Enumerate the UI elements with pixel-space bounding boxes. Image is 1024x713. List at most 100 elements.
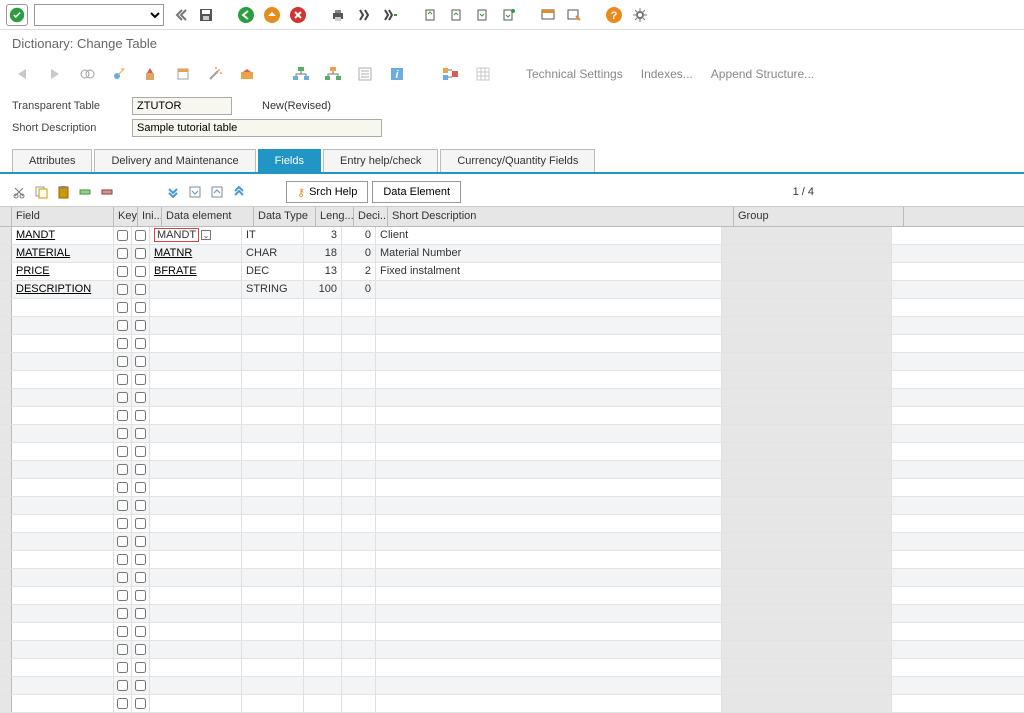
hierarchy2-icon[interactable] (322, 63, 344, 85)
initial-checkbox[interactable] (135, 410, 146, 421)
initial-checkbox[interactable] (135, 500, 146, 511)
table-row[interactable]: PRICEBFRATEDEC132Fixed instalment (0, 263, 1024, 281)
key-checkbox[interactable] (117, 500, 128, 511)
table-row[interactable] (0, 353, 1024, 371)
key-checkbox[interactable] (117, 356, 128, 367)
tab-attributes[interactable]: Attributes (12, 149, 92, 172)
key-checkbox[interactable] (117, 464, 128, 475)
table-row[interactable] (0, 479, 1024, 497)
shortcut-icon[interactable] (564, 5, 584, 25)
initial-checkbox[interactable] (135, 320, 146, 331)
table-row[interactable] (0, 389, 1024, 407)
key-checkbox[interactable] (117, 338, 128, 349)
back-icon[interactable] (236, 5, 256, 25)
initial-checkbox[interactable] (135, 302, 146, 313)
key-checkbox[interactable] (117, 230, 128, 241)
new-session-icon[interactable] (538, 5, 558, 25)
table-row[interactable] (0, 641, 1024, 659)
expand-up-icon[interactable] (230, 183, 248, 201)
cancel-icon[interactable] (288, 5, 308, 25)
env-icon[interactable] (236, 63, 258, 85)
short-description-field[interactable] (132, 119, 382, 137)
field-name[interactable]: MATERIAL (16, 247, 70, 259)
graphic-icon[interactable] (440, 63, 462, 85)
table-row[interactable] (0, 461, 1024, 479)
prev-page-icon[interactable] (446, 5, 466, 25)
initial-checkbox[interactable] (135, 266, 146, 277)
command-field[interactable] (34, 4, 164, 26)
initial-checkbox[interactable] (135, 698, 146, 709)
table-row[interactable] (0, 695, 1024, 713)
technical-settings-button[interactable]: Technical Settings (522, 67, 627, 81)
tab-fields[interactable]: Fields (258, 149, 321, 172)
f4-help-icon[interactable]: ⌄ (201, 230, 211, 240)
nav-back-icon[interactable] (12, 63, 34, 85)
find-next-icon[interactable] (380, 5, 400, 25)
tab-entry-help[interactable]: Entry help/check (323, 149, 438, 172)
initial-checkbox[interactable] (135, 230, 146, 241)
key-checkbox[interactable] (117, 608, 128, 619)
key-checkbox[interactable] (117, 626, 128, 637)
initial-checkbox[interactable] (135, 356, 146, 367)
initial-checkbox[interactable] (135, 536, 146, 547)
col-ini[interactable]: Ini... (138, 207, 162, 226)
key-checkbox[interactable] (117, 248, 128, 259)
display-icon[interactable] (76, 63, 98, 85)
table-row[interactable] (0, 425, 1024, 443)
key-checkbox[interactable] (117, 392, 128, 403)
data-element-button[interactable]: Data Element (372, 181, 461, 203)
key-checkbox[interactable] (117, 428, 128, 439)
table-row[interactable] (0, 605, 1024, 623)
last-page-icon[interactable] (498, 5, 518, 25)
initial-checkbox[interactable] (135, 392, 146, 403)
key-checkbox[interactable] (117, 536, 128, 547)
col-type[interactable]: Data Type (254, 207, 316, 226)
initial-checkbox[interactable] (135, 428, 146, 439)
where-used-icon[interactable] (172, 63, 194, 85)
exit-icon[interactable] (262, 5, 282, 25)
contents-icon[interactable] (354, 63, 376, 85)
paste-icon[interactable] (54, 183, 72, 201)
tab-currency[interactable]: Currency/Quantity Fields (440, 149, 595, 172)
key-checkbox[interactable] (117, 410, 128, 421)
append-structure-button[interactable]: Append Structure... (707, 67, 818, 81)
initial-checkbox[interactable] (135, 572, 146, 583)
initial-checkbox[interactable] (135, 374, 146, 385)
indexes-button[interactable]: Indexes... (637, 67, 697, 81)
initial-checkbox[interactable] (135, 518, 146, 529)
insert-row-icon[interactable] (76, 183, 94, 201)
field-name[interactable]: PRICE (16, 265, 50, 277)
settings-icon[interactable] (630, 5, 650, 25)
table-icon[interactable] (472, 63, 494, 85)
table-row[interactable] (0, 569, 1024, 587)
info-icon[interactable]: i (386, 63, 408, 85)
initial-checkbox[interactable] (135, 662, 146, 673)
initial-checkbox[interactable] (135, 482, 146, 493)
next-page-icon[interactable] (472, 5, 492, 25)
table-row[interactable] (0, 623, 1024, 641)
key-checkbox[interactable] (117, 680, 128, 691)
initial-checkbox[interactable] (135, 554, 146, 565)
srch-help-button[interactable]: ⚷Srch Help (286, 181, 368, 203)
key-checkbox[interactable] (117, 518, 128, 529)
col-field[interactable]: Field (12, 207, 114, 226)
check-icon[interactable] (108, 63, 130, 85)
table-row[interactable] (0, 587, 1024, 605)
cut-icon[interactable] (10, 183, 28, 201)
table-row[interactable] (0, 299, 1024, 317)
initial-checkbox[interactable] (135, 338, 146, 349)
key-checkbox[interactable] (117, 374, 128, 385)
table-row[interactable] (0, 533, 1024, 551)
key-checkbox[interactable] (117, 644, 128, 655)
table-row[interactable]: MANDTMANDT⌄IT30Client (0, 227, 1024, 245)
initial-checkbox[interactable] (135, 248, 146, 259)
initial-checkbox[interactable] (135, 644, 146, 655)
delete-row-icon[interactable] (98, 183, 116, 201)
copy-icon[interactable] (32, 183, 50, 201)
table-row[interactable]: DESCRIPTIONSTRING1000 (0, 281, 1024, 299)
table-name-field[interactable] (132, 97, 232, 115)
activate-icon[interactable] (140, 63, 162, 85)
table-row[interactable] (0, 659, 1024, 677)
field-name[interactable]: DESCRIPTION (16, 283, 91, 295)
col-elem[interactable]: Data element (162, 207, 254, 226)
